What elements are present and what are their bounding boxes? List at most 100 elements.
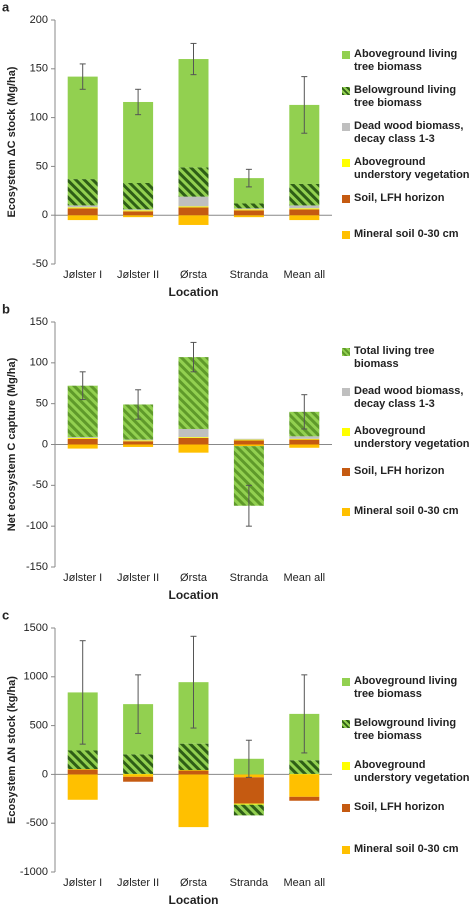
legend-swatch <box>342 195 350 203</box>
legend-swatch <box>342 231 350 239</box>
bar-segment <box>289 438 320 440</box>
bar-segment <box>178 428 209 438</box>
legend-label: Mineral soil 0-30 cm <box>354 505 459 517</box>
legend-swatch <box>342 468 350 476</box>
x-tick-label: Ørsta <box>180 877 208 889</box>
bar-segment <box>233 438 264 440</box>
y-tick-label: 200 <box>30 14 48 26</box>
y-axis-label: Ecosystem ΔC stock (Mg/ha) <box>6 66 18 217</box>
bar-segment <box>123 441 154 445</box>
bar-segment <box>178 215 209 225</box>
y-tick-label: 1000 <box>24 671 48 683</box>
legend-swatch <box>342 159 350 167</box>
bar-segment <box>178 437 209 445</box>
x-tick-label: Jølster II <box>117 877 159 889</box>
error-bar <box>190 635 197 729</box>
y-tick-label: -50 <box>32 479 48 491</box>
bar-segment <box>233 215 264 218</box>
x-tick-label: Stranda <box>230 877 269 889</box>
bar-segment <box>123 215 154 218</box>
bar-segment <box>123 101 154 183</box>
y-tick-label: -150 <box>26 561 48 573</box>
legend-label: Aboveground understory vegetation <box>354 156 470 181</box>
bar-segment <box>178 59 209 168</box>
bar-segment <box>289 208 320 210</box>
y-tick-label: 50 <box>36 398 48 410</box>
legend-swatch <box>342 678 350 686</box>
error-bar <box>135 674 142 734</box>
bar-segment <box>289 215 320 221</box>
y-tick-label: 150 <box>30 316 48 328</box>
error-bar <box>79 63 86 90</box>
bar-segment <box>233 210 264 216</box>
legend-label: Mineral soil 0-30 cm <box>354 228 459 240</box>
x-tick-label: Ørsta <box>180 269 208 281</box>
legend-label: Soil, LFH horizon <box>354 465 445 477</box>
bar-segment <box>67 444 98 449</box>
bar-segment <box>233 440 264 445</box>
legend-label: Dead wood biomass, decay class 1-3 <box>354 120 464 145</box>
error-bar <box>79 371 86 401</box>
legend-label: Belowground living tree biomass <box>354 84 457 109</box>
bar-segment <box>123 754 154 774</box>
legend-label: Aboveground living tree biomass <box>354 48 458 73</box>
bar-segment <box>123 774 154 777</box>
y-tick-label: -1000 <box>20 866 48 878</box>
y-axis-label: Net ecosystem C capture (Mg/ha) <box>6 357 18 531</box>
bar-segment <box>123 439 154 441</box>
error-bar <box>301 76 308 134</box>
y-tick-label: 0 <box>42 438 48 450</box>
y-tick-label: 0 <box>42 768 48 780</box>
panel-label: c <box>2 607 9 622</box>
error-bar <box>190 42 197 76</box>
bar-segment <box>289 209 320 216</box>
bar-segment <box>178 444 209 453</box>
bar-segment <box>233 444 264 447</box>
bar-segment <box>67 76 98 180</box>
y-tick-label: -500 <box>26 817 48 829</box>
bar-segment <box>233 203 264 209</box>
bar-segment <box>233 439 264 441</box>
legend-swatch <box>342 762 350 770</box>
y-tick-label: 150 <box>30 63 48 75</box>
bar-segment <box>67 208 98 216</box>
bar-segment <box>67 205 98 208</box>
x-tick-label: Jølster II <box>117 572 159 584</box>
error-bar <box>79 640 86 745</box>
bar-segment <box>67 215 98 221</box>
bar-segment <box>67 769 98 775</box>
bar-segment <box>289 760 320 774</box>
legend-swatch <box>342 388 350 396</box>
panel-label: b <box>2 301 10 316</box>
error-bar <box>135 389 142 420</box>
bar-segment <box>289 774 320 797</box>
x-axis-label: Location <box>169 285 219 299</box>
bar-segment <box>178 743 209 771</box>
legend-swatch <box>342 846 350 854</box>
error-bar <box>190 341 197 373</box>
legend-swatch <box>342 428 350 436</box>
bar-segment <box>67 179 98 206</box>
bar-segment <box>67 207 98 209</box>
bar-segment <box>123 444 154 447</box>
legend-label: Aboveground understory vegetation <box>354 425 470 450</box>
x-tick-label: Jølster II <box>117 269 159 281</box>
legend-label: Soil, LFH horizon <box>354 801 445 813</box>
panel-label: a <box>2 0 10 14</box>
x-tick-label: Mean all <box>284 877 326 889</box>
error-bar <box>245 484 252 527</box>
y-tick-label: 1500 <box>24 622 48 634</box>
y-tick-label: 100 <box>30 112 48 124</box>
bar-segment <box>178 196 209 207</box>
y-tick-label: 0 <box>42 209 48 221</box>
bar-segment <box>123 776 154 782</box>
error-bar <box>245 739 252 778</box>
legend-label: Aboveground understory vegetation <box>354 759 470 784</box>
bar-segment <box>233 804 264 816</box>
legend-swatch <box>342 87 350 95</box>
bar-segment <box>178 167 209 197</box>
y-tick-label: 50 <box>36 160 48 172</box>
x-tick-label: Jølster I <box>63 877 102 889</box>
